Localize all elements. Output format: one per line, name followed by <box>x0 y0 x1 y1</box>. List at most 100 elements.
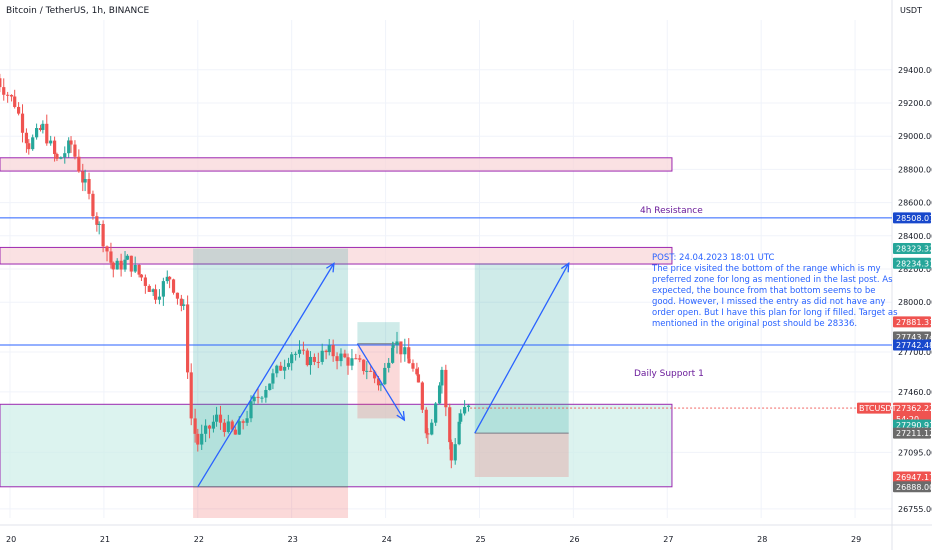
candle-body <box>312 356 316 362</box>
candle-body <box>17 106 21 114</box>
candle-body <box>49 140 53 144</box>
candle-body <box>335 356 339 362</box>
price-tick-label: 28400.00 <box>898 232 932 241</box>
candle-body <box>189 372 193 419</box>
time-axis[interactable]: 20 21 22 23 24 25 26 27 28 29 <box>6 535 861 544</box>
candle-body <box>137 264 141 275</box>
candle-body <box>193 418 197 434</box>
price-tick-label: 27700.00 <box>898 348 932 357</box>
candle-body <box>444 369 448 408</box>
candle-body <box>101 223 105 247</box>
candle-body <box>2 87 6 95</box>
trend-arrows <box>197 262 570 488</box>
candle-body <box>0 78 2 88</box>
candle-body <box>416 374 421 383</box>
arrow-head <box>326 262 335 273</box>
candle-body <box>83 179 87 183</box>
candle-body <box>211 421 216 429</box>
price-axis[interactable]: 29400.00 29200.00 29000.00 28800.00 28600.00… <box>898 66 932 514</box>
candle-body <box>331 345 335 357</box>
candle-body <box>241 421 245 423</box>
candle-body <box>320 350 324 362</box>
note-line: order open. But I have this plan for lon… <box>652 308 898 318</box>
candle-body <box>316 361 320 363</box>
candle-body <box>448 407 452 443</box>
candle-body <box>171 279 176 293</box>
trend-arrow <box>197 263 335 488</box>
candle-body <box>222 422 226 433</box>
stop-area <box>474 433 569 477</box>
candle-body <box>105 246 109 252</box>
candle-body <box>256 396 260 398</box>
candle-body <box>453 444 457 461</box>
candle-body <box>437 385 442 404</box>
candle-body <box>182 304 186 306</box>
candle-body <box>391 344 395 348</box>
price-tag-label: 27290.91 <box>896 421 932 430</box>
zones <box>0 157 673 488</box>
candle-body <box>226 421 230 433</box>
candle-body <box>200 433 204 445</box>
candle-body <box>305 350 309 366</box>
candle-body <box>354 358 358 360</box>
candle-body <box>286 363 291 367</box>
candle-body <box>411 363 415 369</box>
price-tag-label: 27742.48 <box>896 341 932 350</box>
candle-body <box>264 389 268 398</box>
price-tick-label: 28200.00 <box>898 265 932 274</box>
price-tick-label: 28000.00 <box>898 298 932 307</box>
candle-body <box>407 358 411 364</box>
candle-body <box>233 429 237 435</box>
note-line: mentioned in the original post should be… <box>652 319 857 329</box>
candle-body <box>324 350 328 353</box>
candles <box>0 73 471 469</box>
candle-body <box>9 94 14 97</box>
candle-body <box>343 353 347 358</box>
candle-body <box>376 378 381 386</box>
candle-body <box>283 366 287 371</box>
candle-body <box>440 369 444 386</box>
candle-body <box>426 433 430 435</box>
candle-body <box>73 144 77 157</box>
candle-body <box>153 289 158 300</box>
candle-body <box>260 397 264 399</box>
candle-body <box>373 371 377 379</box>
candle-body <box>20 113 25 133</box>
candle-body <box>275 365 279 374</box>
candle-body <box>457 421 461 445</box>
price-tag-label: 27743.74 <box>896 333 932 342</box>
time-tick-label: 24 <box>382 535 392 544</box>
price-tag-label: 26888.00 <box>896 483 932 492</box>
support-zone <box>0 403 673 488</box>
candle-body <box>38 128 43 130</box>
price-tick-label: 27095.00 <box>898 448 932 457</box>
candle-body <box>41 123 45 130</box>
candle-body <box>308 356 313 366</box>
candle-body <box>297 349 302 354</box>
price-tag <box>893 481 931 493</box>
price-tag-label: 28323.32 <box>896 245 932 254</box>
candle-body <box>55 154 59 159</box>
candle-body <box>424 409 428 434</box>
candle-body <box>271 373 275 384</box>
candle-body <box>350 358 354 366</box>
time-tick-label: 20 <box>6 535 16 544</box>
candle-body <box>369 370 373 372</box>
candle-body <box>179 298 183 306</box>
candle-body <box>6 94 10 96</box>
price-tag <box>893 402 931 425</box>
candle-body <box>230 421 234 430</box>
time-tick-label: 27 <box>663 535 673 544</box>
support-label: Daily Support 1 <box>634 369 704 379</box>
price-tag <box>893 471 931 483</box>
arrow-head <box>560 262 570 273</box>
candle-body <box>279 365 283 371</box>
candle-body <box>139 274 144 278</box>
note-line: preferred zone for long as mentioned in … <box>652 275 893 285</box>
candle-body <box>204 425 208 434</box>
note-line: POST: 24.04.2023 18:01 UTC <box>652 253 775 263</box>
ticker-tag <box>857 402 891 414</box>
candle-body <box>415 368 419 375</box>
profit-area <box>357 322 400 344</box>
